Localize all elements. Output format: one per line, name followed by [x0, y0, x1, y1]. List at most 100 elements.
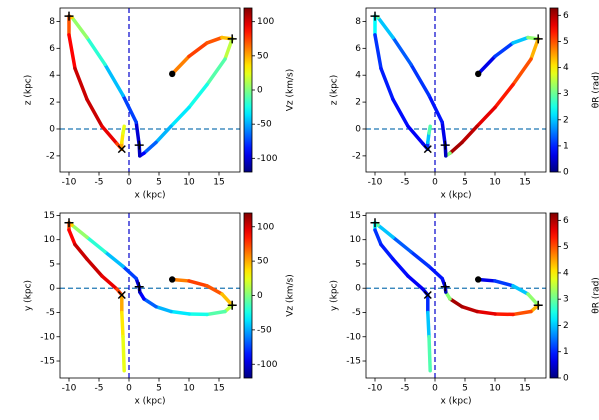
trajectory-segment: [121, 335, 126, 373]
y-tick-label: 15: [350, 211, 361, 221]
y-tick-label: 0: [355, 284, 361, 294]
trajectory-segment: [169, 105, 191, 129]
trajectory-segment: [460, 124, 479, 145]
y-tick-label: 6: [355, 44, 361, 54]
y-tick-label: -2: [46, 151, 55, 161]
x-tick-label: 15: [213, 384, 224, 394]
trajectory-segment: [121, 93, 138, 125]
y-tick-label: -5: [352, 308, 361, 318]
y-tick-label: 10: [350, 235, 362, 245]
trajectory-segment: [406, 274, 425, 291]
y-tick-label: 2: [355, 98, 361, 108]
colorbar-label: θR (rad): [592, 72, 599, 109]
trajectory-segment: [70, 15, 89, 40]
y-tick-label: 5: [355, 259, 361, 269]
marker-dot: [475, 276, 482, 283]
y-tick-label: 5: [49, 259, 55, 269]
marker-cross: [423, 290, 432, 300]
x-axis-label: x (kpc): [440, 191, 471, 201]
trajectory-segment: [448, 140, 464, 155]
trajectory-segment: [220, 292, 234, 307]
trajectory-segment: [391, 35, 413, 67]
colorbar-tick-label: -100: [257, 154, 278, 164]
trajectory-segment: [103, 250, 125, 269]
trajectory-segment: [526, 292, 540, 307]
trajectory-segment: [511, 284, 530, 296]
plot-area: [366, 8, 546, 172]
trajectory-segment: [67, 228, 77, 247]
marker-plus: [370, 11, 380, 21]
marker-plus: [134, 140, 144, 150]
marker-dot: [169, 276, 176, 283]
colorbar-tick-label: 5: [563, 37, 569, 47]
axes-frame: [59, 212, 241, 379]
trajectory-segment: [67, 33, 77, 71]
trajectory-segment: [376, 15, 395, 40]
trajectory-segment: [409, 62, 431, 98]
x-tick-label: 10: [489, 384, 501, 394]
marker-plus: [440, 140, 450, 150]
colorbar-tick-label: -50: [257, 325, 272, 335]
y-tick-label: -15: [40, 357, 55, 367]
colorbar: [243, 212, 253, 379]
trajectory-segment: [85, 97, 104, 129]
x-tick-label: 15: [519, 178, 530, 188]
plot-area: [60, 8, 240, 172]
y-tick-label: 4: [49, 71, 55, 81]
x-axis-label: x (kpc): [440, 397, 471, 407]
plot-area: [60, 213, 240, 378]
x-tick-label: 10: [183, 384, 195, 394]
colorbar-tick-label: 4: [563, 63, 569, 73]
trajectory-segment: [120, 310, 125, 339]
y-tick-label: -15: [346, 357, 361, 367]
trajectory-segment: [205, 35, 224, 45]
y-tick-label: 0: [49, 284, 55, 294]
x-tick-label: -5: [401, 178, 410, 188]
trajectory-segment: [511, 309, 533, 317]
trajectory-segment: [493, 82, 515, 110]
x-axis-label: x (kpc): [134, 191, 165, 201]
y-tick-label: -10: [346, 332, 361, 342]
x-tick-label: -5: [401, 384, 410, 394]
x-tick-label: -10: [62, 384, 77, 394]
y-axis-label: z (kpc): [330, 75, 340, 105]
trajectory-segment: [529, 37, 540, 61]
colorbar-tick-label: 2: [563, 321, 569, 331]
y-tick-label: 2: [49, 98, 55, 108]
trajectory-segment: [376, 223, 395, 240]
y-tick-label: 6: [49, 44, 55, 54]
trajectory-segment: [426, 310, 431, 339]
colorbar-tick-label: 2: [563, 115, 569, 125]
trajectory-segment: [70, 223, 89, 240]
colorbar-tick-label: 1: [563, 141, 569, 151]
marker-plus: [533, 300, 543, 310]
trajectory-segment: [391, 257, 410, 278]
trajectory-segment: [85, 235, 107, 254]
trajectory-segment: [85, 35, 107, 67]
colorbar-tick-label: 3: [563, 89, 569, 99]
colorbar-label: θR (rad): [592, 277, 599, 314]
trajectory-segment: [142, 297, 158, 309]
colorbar-tick-label: 5: [563, 242, 569, 252]
marker-plus: [227, 300, 237, 310]
colorbar-tick-label: 50: [257, 51, 269, 61]
y-tick-label: -2: [352, 151, 361, 161]
colorbar: [243, 7, 253, 173]
colorbar: [549, 212, 559, 379]
marker-plus: [370, 218, 380, 228]
x-tick-label: 0: [432, 178, 438, 188]
axes-frame: [59, 7, 241, 173]
marker-cross: [117, 290, 126, 300]
colorbar-tick-label: 1: [563, 347, 569, 357]
x-tick-label: 5: [156, 178, 162, 188]
trajectory-segment: [187, 41, 209, 59]
marker-plus: [64, 11, 74, 21]
x-tick-label: 0: [432, 384, 438, 394]
x-tick-label: -10: [368, 384, 383, 394]
trajectory-segment: [493, 41, 515, 59]
trajectory-segment: [427, 264, 444, 281]
trajectory-segment: [475, 105, 497, 129]
y-tick-label: 0: [355, 124, 361, 134]
colorbar-tick-label: 0: [257, 291, 263, 301]
x-tick-label: 15: [213, 178, 224, 188]
